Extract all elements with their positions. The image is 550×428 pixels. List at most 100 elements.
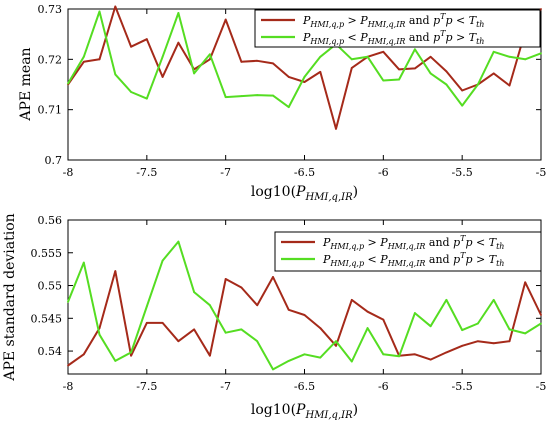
- data-point: [382, 353, 385, 356]
- data-point: [461, 329, 464, 331]
- data-point: [303, 81, 306, 83]
- data-point: [350, 58, 353, 61]
- data-point: [540, 314, 542, 316]
- x-tick-label: -5: [536, 380, 547, 393]
- data-point: [240, 95, 243, 97]
- x-axis-label: log10(PHMI,q,IR): [251, 184, 358, 203]
- y-tick-label: 0.555: [31, 247, 63, 260]
- data-point: [366, 55, 369, 58]
- data-point: [272, 62, 274, 65]
- x-tick-label: -7: [220, 166, 231, 179]
- data-point: [524, 281, 527, 284]
- x-tick-label: -8: [63, 166, 74, 179]
- data-point: [508, 340, 511, 343]
- data-point: [240, 286, 243, 289]
- data-point: [335, 344, 337, 347]
- data-point: [303, 314, 306, 316]
- x-tick-label: -7.5: [136, 380, 157, 393]
- data-point: [145, 38, 148, 41]
- series-line-0: [67, 270, 542, 367]
- data-point: [382, 318, 385, 321]
- data-point: [161, 259, 164, 262]
- y-tick-label: 0.7: [45, 154, 63, 167]
- data-point: [161, 55, 164, 58]
- data-point: [272, 368, 274, 371]
- data-point: [193, 328, 196, 331]
- legend-box: [254, 9, 541, 48]
- panel-ape-mean: -8 -7.5 -7 -6.5 -6 -5.5 -5 0.7 0.71 0.72 0.73 APE m…: [18, 3, 546, 203]
- data-point: [540, 52, 542, 55]
- data-point: [492, 50, 495, 53]
- y-axis-label: APE mean: [18, 47, 34, 121]
- data-point: [209, 354, 211, 357]
- data-point: [272, 94, 274, 97]
- data-point: [366, 327, 369, 330]
- data-point: [177, 240, 180, 243]
- data-point: [98, 333, 101, 336]
- data-point: [508, 55, 511, 58]
- data-point: [366, 310, 369, 313]
- legend-box: [274, 231, 542, 272]
- x-tick-label: -8: [63, 380, 74, 393]
- legend-entry-1: PHMI,q,p < PHMI,q,IR and pTp > Tth: [322, 251, 504, 268]
- data-point: [224, 96, 227, 98]
- data-point: [114, 5, 117, 8]
- data-point: [350, 66, 353, 69]
- data-point: [413, 48, 416, 51]
- data-point: [398, 68, 400, 71]
- data-point: [524, 58, 527, 61]
- data-point: [98, 10, 101, 13]
- x-tick-label: -6.5: [294, 166, 315, 179]
- data-point: [461, 104, 464, 107]
- data-point: [256, 304, 259, 307]
- data-point: [540, 322, 542, 325]
- data-point: [256, 59, 259, 62]
- data-point: [398, 78, 400, 81]
- data-point: [477, 340, 479, 343]
- data-point: [461, 89, 464, 92]
- y-tick-label: 0.55: [38, 280, 63, 293]
- data-point: [130, 45, 132, 48]
- x-tick-label: -5.5: [452, 166, 473, 179]
- data-point: [335, 340, 337, 343]
- data-point: [319, 356, 322, 359]
- data-point: [461, 344, 464, 347]
- data-point: [209, 53, 211, 56]
- data-point: [382, 50, 385, 53]
- data-point: [130, 91, 132, 93]
- data-point: [82, 353, 85, 356]
- y-tick-label: 0.71: [38, 104, 63, 117]
- data-point: [224, 331, 227, 334]
- data-point: [303, 353, 306, 356]
- x-tick-label: -6.5: [294, 380, 315, 393]
- data-point: [161, 76, 164, 78]
- x-tick-label: -7: [220, 380, 231, 393]
- legend-entry-1: PHMI,q,p < PHMI,q,IR and pTp > Tth: [302, 29, 484, 46]
- data-point: [413, 353, 416, 356]
- data-point: [319, 327, 322, 330]
- y-tick-label: 0.54: [38, 345, 63, 358]
- y-tick-label: 0.72: [38, 53, 63, 66]
- data-point: [145, 97, 148, 100]
- data-point: [67, 364, 69, 367]
- data-point: [508, 328, 511, 331]
- data-point: [161, 321, 164, 324]
- data-point: [82, 55, 85, 58]
- x-tick-label: -6: [378, 166, 389, 179]
- y-tick-label: 0.545: [31, 312, 63, 325]
- data-point: [477, 83, 479, 86]
- y-axis-label: APE standard deviation: [2, 213, 18, 381]
- data-point: [524, 332, 527, 335]
- data-point: [193, 291, 196, 293]
- x-tick-label: -6: [378, 380, 389, 393]
- data-point: [82, 60, 85, 63]
- data-point: [193, 72, 196, 75]
- y-tick-label: 0.56: [38, 214, 63, 227]
- data-point: [382, 79, 385, 82]
- data-point: [177, 340, 180, 343]
- y-tick-label: 0.73: [38, 3, 63, 16]
- x-axis-label: log10(PHMI,q,IR): [251, 402, 358, 421]
- data-point: [335, 127, 337, 130]
- data-point: [177, 41, 180, 44]
- data-point: [429, 55, 432, 58]
